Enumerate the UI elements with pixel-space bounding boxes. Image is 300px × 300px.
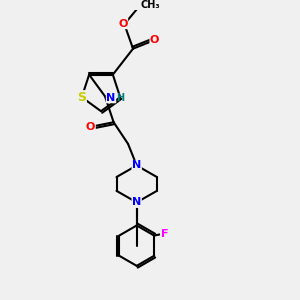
Text: N: N (132, 160, 141, 170)
Text: O: O (118, 19, 128, 28)
Text: H: H (116, 93, 124, 103)
Text: F: F (160, 229, 168, 239)
Text: N: N (132, 197, 141, 207)
Text: O: O (86, 122, 95, 132)
Text: N: N (106, 93, 116, 103)
Text: S: S (77, 91, 86, 104)
Text: CH₃: CH₃ (140, 0, 160, 11)
Text: O: O (150, 35, 159, 45)
